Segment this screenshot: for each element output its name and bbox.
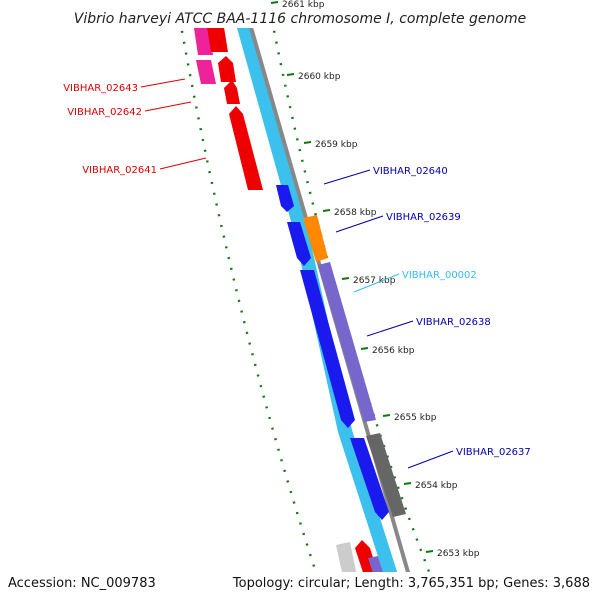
gene-label-left[interactable]: VIBHAR_02641 bbox=[82, 165, 157, 176]
kbp-tick bbox=[286, 73, 295, 76]
kbp-tick bbox=[403, 482, 412, 485]
purple-feature-bottom[interactable] bbox=[368, 556, 392, 600]
kbp-label: 2659 kbp bbox=[315, 140, 358, 150]
kbp-tick bbox=[425, 550, 434, 553]
blue-cds-00002-region[interactable] bbox=[287, 222, 311, 266]
red-cds-02642[interactable] bbox=[224, 80, 240, 104]
leader-line bbox=[407, 450, 454, 469]
kbp-label: 2655 kbp bbox=[394, 413, 437, 423]
kbp-label: 2661 kbp bbox=[282, 0, 325, 10]
leader-line bbox=[353, 273, 400, 293]
purple-feature-02638[interactable] bbox=[318, 262, 376, 422]
accession-label: Accession: NC_009783 bbox=[8, 576, 156, 591]
gene-label-right[interactable]: VIBHAR_02638 bbox=[416, 317, 491, 328]
kbp-label: 2656 kbp bbox=[372, 346, 415, 356]
kbp-tick bbox=[322, 209, 331, 212]
gene-label-right[interactable]: VIBHAR_02637 bbox=[456, 447, 531, 458]
leader-line bbox=[140, 78, 186, 88]
leader-line bbox=[323, 169, 371, 185]
leader-line bbox=[335, 215, 384, 233]
gray-feature-02637[interactable] bbox=[366, 433, 406, 517]
kbp-tick bbox=[382, 414, 391, 417]
blue-cds-02637[interactable] bbox=[350, 438, 389, 520]
gene-label-right[interactable]: VIBHAR_02640 bbox=[373, 166, 448, 177]
leader-line bbox=[144, 101, 192, 112]
kbp-label: 2658 kbp bbox=[334, 208, 377, 218]
blue-cds-02638[interactable] bbox=[300, 270, 355, 428]
gene-label-right[interactable]: VIBHAR_02639 bbox=[386, 212, 461, 223]
gene-label-right[interactable]: VIBHAR_00002 bbox=[402, 270, 477, 281]
orange-feature-02639[interactable] bbox=[303, 215, 328, 262]
kbp-labels: 2661 kbp 2660 kbp 2659 kbp 2658 kbp 2657 kbp… bbox=[270, 0, 480, 559]
kbp-label: 2654 kbp bbox=[415, 481, 458, 491]
page-title: Vibrio harveyi ATCC BAA-1116 chromosome … bbox=[74, 11, 526, 27]
kbp-tick bbox=[303, 141, 312, 144]
kbp-tick bbox=[341, 277, 350, 280]
red-cds-02641[interactable] bbox=[229, 106, 263, 190]
red-cds-top[interactable] bbox=[205, 15, 228, 52]
pink-feature-lower[interactable] bbox=[196, 60, 216, 84]
gene-label-left[interactable]: VIBHAR_02642 bbox=[67, 107, 142, 118]
genome-summary: Topology: circular; Length: 3,765,351 bp… bbox=[232, 576, 590, 591]
kbp-tick bbox=[360, 347, 369, 350]
kbp-tick bbox=[270, 1, 279, 4]
leader-line bbox=[159, 157, 207, 170]
leader-line bbox=[366, 320, 414, 337]
kbp-label: 2657 kbp bbox=[353, 276, 396, 286]
blue-cds-02640[interactable] bbox=[276, 185, 294, 212]
kbp-label: 2653 kbp bbox=[437, 549, 480, 559]
kbp-label: 2660 kbp bbox=[298, 72, 341, 82]
gene-label-left[interactable]: VIBHAR_02643 bbox=[63, 83, 138, 94]
light-gray-feature[interactable] bbox=[336, 542, 362, 600]
inner-tick-ring bbox=[180, 28, 318, 572]
red-cds-02643[interactable] bbox=[218, 56, 236, 82]
gene-labels: VIBHAR_02643 VIBHAR_02642 VIBHAR_02641 VIBH… bbox=[63, 78, 531, 469]
map-tracks bbox=[180, 15, 431, 600]
